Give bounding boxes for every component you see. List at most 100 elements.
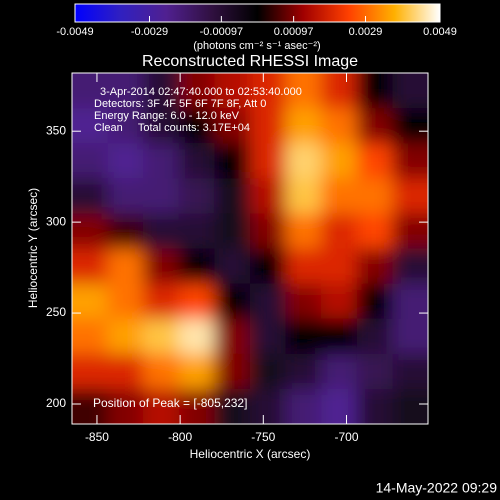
- x-axis-label: Heliocentric X (arcsec): [190, 447, 311, 461]
- image-cell: [250, 283, 287, 320]
- image-cell: [107, 178, 144, 214]
- colorbar-tick-label: 0.0029: [349, 26, 383, 38]
- y-tick-label: 350: [46, 123, 66, 137]
- image-cell: [250, 388, 287, 424]
- image-cell: [285, 248, 322, 285]
- image-cell: [107, 143, 144, 179]
- image-cell: [178, 283, 215, 320]
- image-cell: [107, 388, 144, 424]
- image-cell: [178, 213, 215, 249]
- image-cell: [107, 108, 144, 144]
- colorbar-label: (photons cm⁻² s⁻¹ asec⁻²): [193, 40, 320, 52]
- image-cell: [107, 283, 144, 320]
- image-cell: [321, 318, 358, 355]
- image-cell: [285, 353, 322, 390]
- chart-title: Reconstructed RHESSI Image: [142, 53, 358, 70]
- image-cell: [321, 283, 358, 320]
- image-cell: [250, 178, 287, 214]
- image-cell: [143, 213, 180, 249]
- colorbar-tick-label: 0.00097: [274, 26, 314, 38]
- image-cell: [321, 353, 358, 390]
- image-cell: [285, 178, 322, 214]
- image-cell: [72, 73, 109, 109]
- annotation: Energy Range: 6.0 - 12.0 keV: [94, 110, 240, 122]
- image-cell: [214, 143, 251, 179]
- image-cell: [356, 213, 393, 249]
- image-cell: [72, 318, 109, 355]
- colorbar-tick-label: -0.0049: [56, 26, 93, 38]
- image-cell: [143, 73, 180, 109]
- image-cell: [214, 108, 251, 144]
- image-cell: [250, 318, 287, 355]
- image-cell: [392, 108, 428, 144]
- image-cell: [72, 213, 109, 249]
- x-tick-label: -800: [168, 430, 192, 444]
- image-cell: [214, 248, 251, 285]
- image-cell: [285, 73, 322, 109]
- image-cell: [250, 108, 287, 144]
- image-cell: [143, 388, 180, 424]
- image-cell: [72, 248, 109, 285]
- y-tick-label: 300: [46, 214, 66, 228]
- image-cell: [143, 143, 180, 179]
- image-cell: [250, 213, 287, 249]
- image-cell: [392, 318, 428, 355]
- image-cell: [392, 73, 428, 109]
- image-cell: [178, 318, 215, 355]
- annotation: Detectors: 3F 4F 5F 6F 7F 8F, Att 0: [94, 98, 266, 110]
- image-cell: [72, 388, 109, 424]
- image-cell: [214, 353, 251, 390]
- annotation: 3-Apr-2014 02:47:40.000 to 02:53:40.000: [100, 86, 302, 98]
- image-cell: [178, 108, 215, 144]
- image-cell: [107, 213, 144, 249]
- image-cell: [321, 213, 358, 249]
- image-cell: [392, 388, 428, 424]
- image-cell: [178, 73, 215, 109]
- image-cell: [321, 108, 358, 144]
- image-cell: [321, 178, 358, 214]
- image-cell: [356, 248, 393, 285]
- image-cell: [143, 248, 180, 285]
- image-cell: [321, 73, 358, 109]
- image-cell: [72, 108, 109, 144]
- image-area: [72, 73, 428, 424]
- image-cell: [356, 318, 393, 355]
- image-cell: [72, 143, 109, 179]
- image-cell: [178, 388, 215, 424]
- image-cell: [321, 248, 358, 285]
- image-cell: [285, 388, 322, 424]
- image-cell: [392, 213, 428, 249]
- image-cell: [214, 283, 251, 320]
- image: [72, 73, 428, 424]
- image-cell: [214, 388, 251, 424]
- image-cell: [214, 178, 251, 214]
- image-cell: [250, 143, 287, 179]
- image-cell: [214, 213, 251, 249]
- image-cell: [356, 353, 393, 390]
- image-cell: [285, 213, 322, 249]
- annotation: Clean Total counts: 3.17E+04: [94, 122, 250, 134]
- image-cell: [321, 143, 358, 179]
- image-cell: [356, 388, 393, 424]
- image-cell: [143, 108, 180, 144]
- image-cell: [285, 108, 322, 144]
- colorbar-tick-label: -0.0029: [131, 26, 168, 38]
- colorbar-tick-label: -0.00097: [200, 26, 243, 38]
- image-cell: [178, 353, 215, 390]
- image-cell: [178, 248, 215, 285]
- plot-frame: [71, 72, 429, 425]
- image-cell: [107, 73, 144, 109]
- image-cell: [356, 108, 393, 144]
- image-cell: [178, 143, 215, 179]
- image-cell: [250, 353, 287, 390]
- x-tick-label: -750: [251, 430, 275, 444]
- image-cell: [321, 388, 358, 424]
- image-cell: [356, 178, 393, 214]
- image-cell: [392, 353, 428, 390]
- image-cell: [214, 73, 251, 109]
- image-cell: [214, 318, 251, 355]
- image-cell: [250, 73, 287, 109]
- image-cell: [392, 283, 428, 320]
- image-cell: [285, 318, 322, 355]
